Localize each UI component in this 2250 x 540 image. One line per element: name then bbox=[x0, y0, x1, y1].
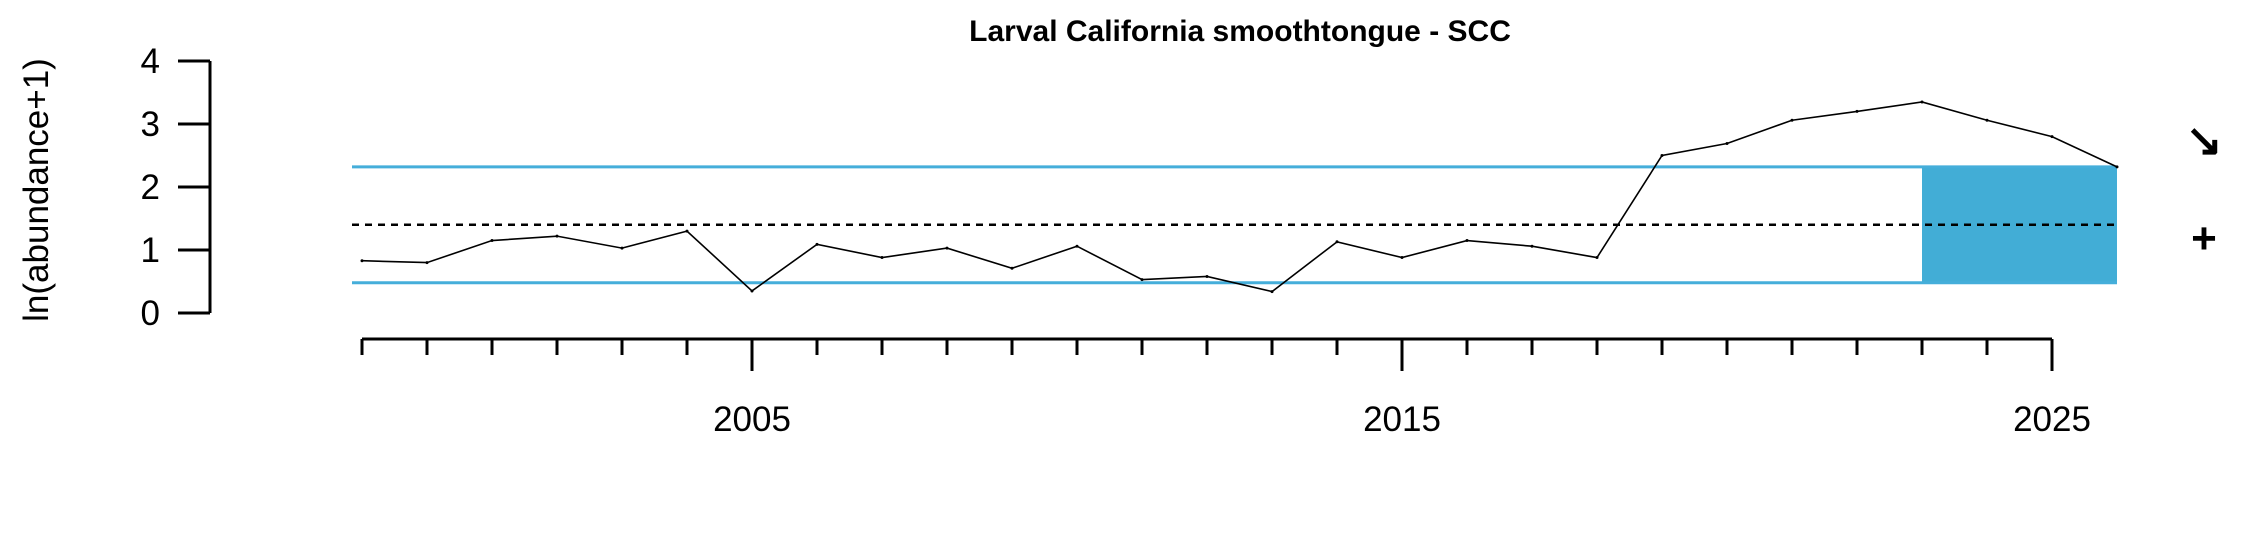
data-point bbox=[815, 242, 819, 246]
data-point bbox=[1530, 244, 1534, 248]
data-point bbox=[1855, 109, 1859, 113]
data-point bbox=[360, 259, 364, 263]
x-tick-label: 2015 bbox=[1363, 400, 1441, 439]
series-line bbox=[361, 101, 2118, 293]
data-point bbox=[555, 234, 559, 238]
x-tick-label: 2025 bbox=[2013, 400, 2091, 439]
data-point bbox=[945, 246, 949, 250]
data-point bbox=[1205, 274, 1209, 278]
data-point bbox=[1075, 244, 1079, 248]
data-point bbox=[1660, 154, 1664, 157]
data-point bbox=[750, 289, 754, 293]
data-point bbox=[1985, 118, 1989, 122]
data-point bbox=[1465, 239, 1469, 243]
data-point bbox=[1335, 240, 1339, 244]
data-point bbox=[1725, 142, 1729, 146]
x-axis: 2005 2015 2025 bbox=[360, 337, 2091, 439]
mean-plus-symbol: + bbox=[2191, 214, 2217, 263]
data-point bbox=[685, 229, 689, 233]
y-axis: 0 1 2 3 4 bbox=[141, 42, 212, 333]
y-axis-label: ln(abundance+1) bbox=[17, 58, 56, 322]
data-point bbox=[1790, 118, 1794, 122]
data-point bbox=[425, 261, 429, 265]
y-tick-label: 4 bbox=[141, 42, 160, 81]
data-point bbox=[490, 239, 494, 243]
data-point bbox=[1920, 100, 1924, 104]
data-point bbox=[1595, 256, 1599, 260]
chart-title: Larval California smoothtongue - SCC bbox=[969, 15, 1511, 48]
y-tick-label: 1 bbox=[141, 231, 160, 270]
data-point bbox=[1140, 278, 1144, 282]
data-point bbox=[2115, 165, 2119, 169]
y-tick-label: 3 bbox=[141, 105, 160, 144]
series-layer bbox=[360, 100, 2119, 294]
trend-arrow-icon: ↘ bbox=[2186, 116, 2223, 165]
data-point bbox=[2050, 135, 2054, 139]
y-tick-label: 2 bbox=[141, 168, 160, 207]
x-tick-label: 2005 bbox=[713, 400, 791, 439]
data-point bbox=[1400, 256, 1404, 260]
data-point bbox=[1010, 266, 1014, 270]
y-tick-label: 0 bbox=[141, 294, 160, 333]
data-point bbox=[880, 256, 884, 260]
data-point bbox=[620, 246, 624, 250]
data-point bbox=[1270, 290, 1274, 294]
